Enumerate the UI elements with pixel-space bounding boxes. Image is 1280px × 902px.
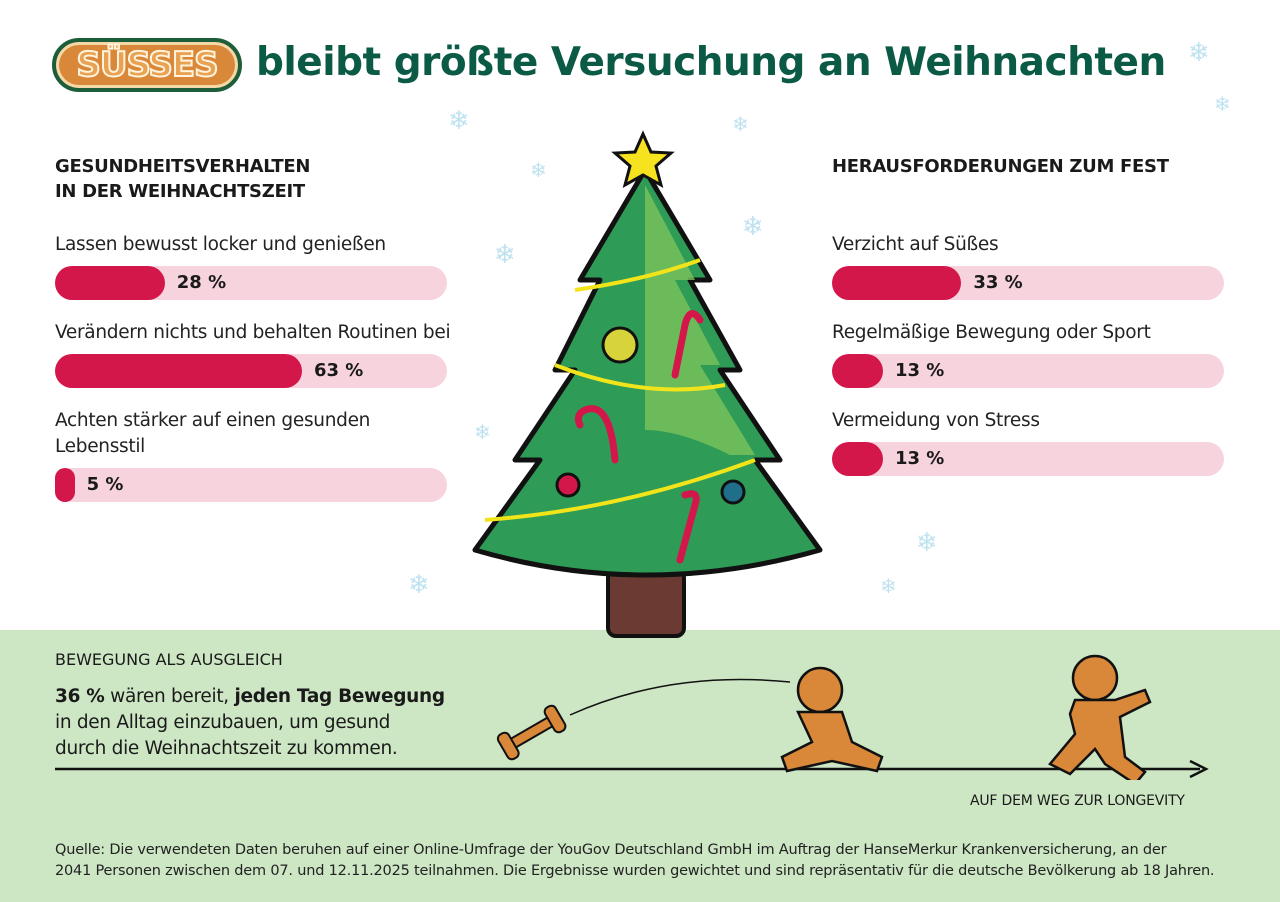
- candy-cane: [676, 490, 700, 564]
- bar-fill: [55, 266, 165, 300]
- candy-cane: [671, 310, 704, 379]
- snowflake-icon: ❄: [732, 112, 749, 136]
- bar-fill: [832, 266, 962, 300]
- bar-value: 13 %: [894, 448, 945, 469]
- chart-title-line: GESUNDHEITSVERHALTEN: [55, 156, 311, 177]
- snowflake-icon: ❄: [530, 158, 547, 182]
- arrow-head-icon: [1189, 759, 1209, 779]
- bar-label: Vermeidung von Stress: [832, 410, 1040, 431]
- bar-item: Achten stärker auf einen gesunden Lebenss…: [55, 408, 475, 502]
- movement-heading: BEWEGUNG ALS AUSGLEICH: [55, 650, 283, 669]
- bar-item: Regelmäßige Bewegung oder Sport 13 %: [832, 320, 1252, 388]
- snowflake-icon: ❄: [742, 212, 764, 242]
- dumbbell-icon: [496, 704, 567, 761]
- snowflake-icon: ❄: [494, 240, 516, 270]
- bar-label: Verzicht auf Süßes: [832, 234, 999, 255]
- bar-track: 13 %: [832, 354, 1224, 388]
- timeline-label: AUF DEM WEG ZUR LONGEVITY: [970, 793, 1185, 809]
- gingerbread-sitting-icon: [780, 666, 884, 773]
- bar-label: Verändern nichts und behalten Routinen b…: [55, 322, 451, 343]
- suesses-logo: SÜSSES: [52, 38, 242, 92]
- gingerbread-running-icon: [1048, 654, 1152, 780]
- bar-value: 33 %: [973, 272, 1023, 293]
- bar-track: 63 %: [55, 354, 447, 388]
- bar-item: Lassen bewusst locker und genießen 28 %: [55, 232, 475, 300]
- snowflake-icon: ❄: [474, 420, 491, 444]
- snowflake-icon: ❄: [880, 574, 897, 598]
- bar-fill: [832, 442, 883, 476]
- chart-title: GESUNDHEITSVERHALTEN IN DER WEIHNACHTSZEI…: [55, 154, 475, 204]
- bar-value: 63 %: [313, 360, 364, 381]
- ornament: [555, 472, 581, 498]
- bar-label: Lassen bewusst locker und genießen: [55, 234, 386, 255]
- chart-title: HERAUSFORDERUNGEN ZUM FEST: [832, 154, 1252, 204]
- tree-trunk: [606, 568, 686, 638]
- snowflake-icon: ❄: [1214, 92, 1231, 116]
- page-title: bleibt größte Versuchung an Weihnachten: [256, 40, 1166, 85]
- bar-item: Vermeidung von Stress 13 %: [832, 408, 1252, 476]
- bar-fill: [55, 354, 302, 388]
- bar-label: Achten stärker auf einen gesunden: [55, 410, 371, 431]
- bar-item: Verändern nichts und behalten Routinen b…: [55, 320, 475, 388]
- snowflake-icon: ❄: [408, 570, 430, 600]
- ornament: [720, 479, 746, 505]
- bar-track: 33 %: [832, 266, 1224, 300]
- bar-track: 13 %: [832, 442, 1224, 476]
- snowflake-icon: ❄: [916, 528, 938, 558]
- candy-cane: [574, 405, 619, 464]
- chart-health-behaviour: GESUNDHEITSVERHALTEN IN DER WEIHNACHTSZEI…: [55, 154, 475, 522]
- bar-value: 13 %: [894, 360, 945, 381]
- bar-fill: [832, 354, 883, 388]
- bar-fill: [55, 468, 75, 502]
- chart-challenges: HERAUSFORDERUNGEN ZUM FEST Verzicht auf S…: [832, 154, 1252, 496]
- christmas-tree-illustration: [472, 130, 823, 638]
- ornament: [601, 326, 639, 364]
- movement-text: 36 % wären bereit, jeden Tag Bewegung in…: [55, 686, 445, 759]
- chart-title-line: IN DER WEIHNACHTSZEIT: [55, 181, 305, 202]
- bar-track: 28 %: [55, 266, 447, 300]
- bar-value: 5 %: [86, 474, 124, 495]
- bar-item: Verzicht auf Süßes 33 %: [832, 232, 1252, 300]
- bar-label: Lebensstil: [55, 436, 146, 457]
- snowflake-icon: ❄: [1188, 38, 1210, 68]
- snowflake-icon: ❄: [448, 106, 470, 136]
- star-icon: [611, 130, 675, 189]
- bar-track: 5 %: [55, 468, 447, 502]
- bar-value: 28 %: [176, 272, 227, 293]
- source-footnote: Quelle: Die verwendeten Daten beruhen au…: [55, 842, 1215, 879]
- longevity-timeline: [55, 654, 1209, 780]
- chart-title-line: HERAUSFORDERUNGEN ZUM FEST: [832, 156, 1169, 177]
- bar-label: Regelmäßige Bewegung oder Sport: [832, 322, 1151, 343]
